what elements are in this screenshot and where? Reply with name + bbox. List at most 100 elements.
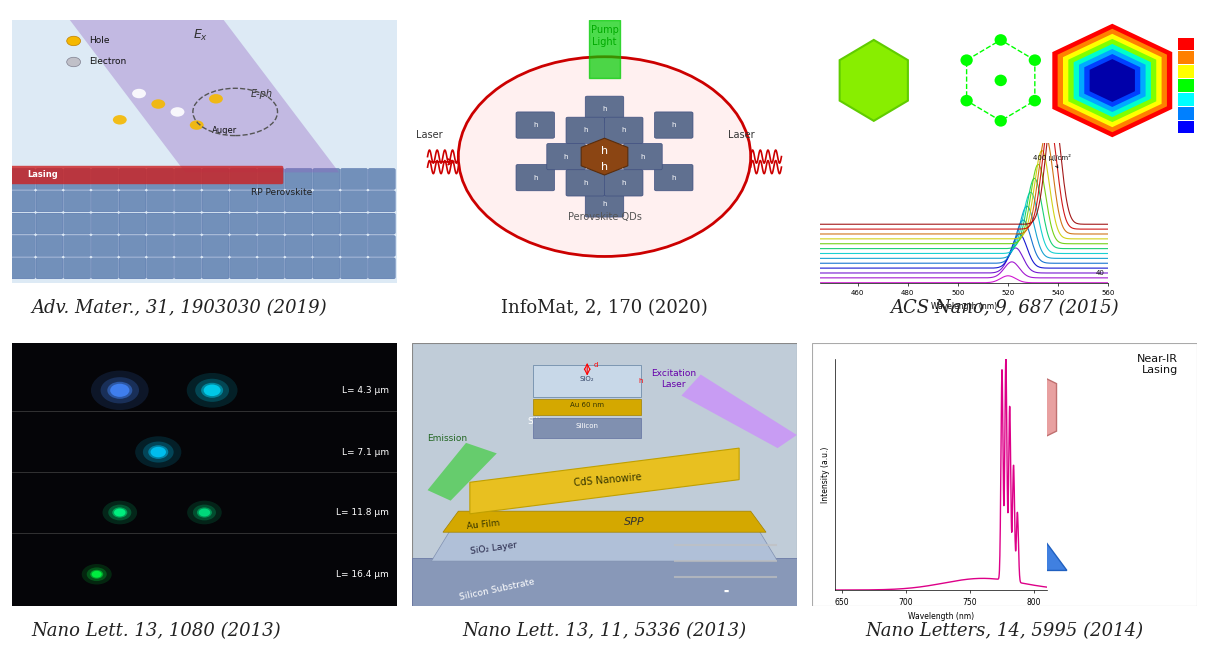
- Text: CdS Nanowire: CdS Nanowire: [574, 471, 642, 487]
- Text: Adv. Mater., 31, 1903030 (2019): Adv. Mater., 31, 1903030 (2019): [31, 299, 326, 317]
- FancyBboxPatch shape: [174, 168, 202, 190]
- FancyBboxPatch shape: [585, 96, 624, 122]
- FancyBboxPatch shape: [230, 258, 256, 279]
- FancyBboxPatch shape: [341, 168, 368, 190]
- Text: Au Film: Au Film: [465, 518, 501, 531]
- FancyBboxPatch shape: [412, 343, 797, 606]
- Circle shape: [109, 505, 132, 521]
- Circle shape: [203, 384, 220, 396]
- Text: Near-IR
Lasing: Near-IR Lasing: [1136, 354, 1178, 375]
- Circle shape: [149, 446, 168, 459]
- Circle shape: [112, 115, 127, 124]
- Text: Nano Letters, 14, 5995 (2014): Nano Letters, 14, 5995 (2014): [866, 622, 1144, 640]
- FancyBboxPatch shape: [369, 191, 395, 211]
- FancyBboxPatch shape: [146, 213, 174, 234]
- FancyBboxPatch shape: [313, 235, 340, 257]
- Text: Perovskite QDs: Perovskite QDs: [567, 212, 642, 222]
- Circle shape: [91, 570, 103, 579]
- FancyBboxPatch shape: [654, 164, 693, 191]
- Text: h: h: [621, 180, 626, 186]
- Polygon shape: [442, 511, 767, 532]
- FancyBboxPatch shape: [341, 191, 368, 211]
- FancyBboxPatch shape: [412, 20, 797, 283]
- Circle shape: [198, 509, 210, 517]
- FancyBboxPatch shape: [92, 235, 118, 257]
- Circle shape: [193, 505, 216, 521]
- FancyBboxPatch shape: [36, 235, 63, 257]
- FancyBboxPatch shape: [174, 191, 202, 211]
- FancyBboxPatch shape: [146, 235, 174, 257]
- FancyBboxPatch shape: [285, 191, 312, 211]
- FancyBboxPatch shape: [566, 117, 604, 144]
- Text: InfoMat, 2, 170 (2020): InfoMat, 2, 170 (2020): [501, 299, 708, 317]
- FancyBboxPatch shape: [285, 235, 312, 257]
- FancyBboxPatch shape: [64, 168, 91, 190]
- Polygon shape: [412, 559, 797, 606]
- FancyBboxPatch shape: [341, 213, 368, 234]
- FancyBboxPatch shape: [230, 168, 256, 190]
- FancyBboxPatch shape: [118, 235, 146, 257]
- PathPatch shape: [70, 20, 339, 172]
- FancyBboxPatch shape: [546, 144, 585, 170]
- Circle shape: [151, 99, 166, 109]
- Circle shape: [108, 382, 132, 399]
- FancyBboxPatch shape: [285, 213, 312, 234]
- Text: RP Perovskite: RP Perovskite: [250, 188, 312, 197]
- Circle shape: [112, 507, 127, 517]
- FancyBboxPatch shape: [8, 168, 35, 190]
- Text: SiO₂ Layer: SiO₂ Layer: [470, 540, 517, 556]
- Circle shape: [114, 509, 126, 517]
- FancyBboxPatch shape: [64, 191, 91, 211]
- FancyBboxPatch shape: [313, 168, 340, 190]
- FancyBboxPatch shape: [92, 213, 118, 234]
- Circle shape: [151, 447, 166, 458]
- Circle shape: [92, 571, 102, 578]
- FancyBboxPatch shape: [36, 168, 63, 190]
- Text: L= 7.1 μm: L= 7.1 μm: [342, 448, 389, 457]
- Circle shape: [87, 567, 106, 581]
- FancyBboxPatch shape: [313, 191, 340, 211]
- FancyBboxPatch shape: [654, 112, 693, 138]
- FancyBboxPatch shape: [258, 191, 284, 211]
- FancyBboxPatch shape: [369, 235, 395, 257]
- FancyBboxPatch shape: [92, 191, 118, 211]
- FancyBboxPatch shape: [64, 213, 91, 234]
- Circle shape: [201, 383, 224, 398]
- Text: $E_x$: $E_x$: [193, 28, 208, 43]
- FancyBboxPatch shape: [369, 258, 395, 279]
- FancyBboxPatch shape: [92, 258, 118, 279]
- FancyBboxPatch shape: [624, 144, 663, 170]
- Text: L= 11.8 μm: L= 11.8 μm: [336, 508, 389, 517]
- Circle shape: [186, 373, 237, 408]
- Text: h: h: [671, 122, 676, 128]
- FancyBboxPatch shape: [369, 168, 395, 190]
- FancyBboxPatch shape: [313, 258, 340, 279]
- FancyBboxPatch shape: [8, 191, 35, 211]
- Text: Silicon: Silicon: [527, 418, 557, 426]
- FancyBboxPatch shape: [202, 235, 229, 257]
- Text: h: h: [601, 146, 608, 156]
- Polygon shape: [470, 448, 739, 514]
- Text: h: h: [671, 175, 676, 181]
- Text: h: h: [583, 127, 588, 133]
- Circle shape: [82, 564, 111, 585]
- Text: Electron: Electron: [89, 57, 126, 66]
- FancyBboxPatch shape: [566, 170, 604, 196]
- FancyBboxPatch shape: [258, 235, 284, 257]
- Text: L= 16.4 μm: L= 16.4 μm: [336, 570, 389, 579]
- Circle shape: [100, 377, 139, 404]
- Circle shape: [91, 370, 149, 410]
- FancyBboxPatch shape: [285, 168, 312, 190]
- Text: ACS Nano, 9, 687 (2015): ACS Nano, 9, 687 (2015): [890, 299, 1118, 317]
- Circle shape: [187, 501, 221, 524]
- FancyBboxPatch shape: [202, 168, 229, 190]
- FancyBboxPatch shape: [118, 213, 146, 234]
- FancyBboxPatch shape: [8, 258, 35, 279]
- FancyBboxPatch shape: [285, 258, 312, 279]
- Circle shape: [170, 107, 185, 116]
- FancyBboxPatch shape: [202, 191, 229, 211]
- FancyBboxPatch shape: [585, 191, 624, 217]
- Text: Nano Lett. 13, 11, 5336 (2013): Nano Lett. 13, 11, 5336 (2013): [462, 622, 747, 640]
- Text: h: h: [583, 180, 588, 186]
- FancyBboxPatch shape: [202, 258, 229, 279]
